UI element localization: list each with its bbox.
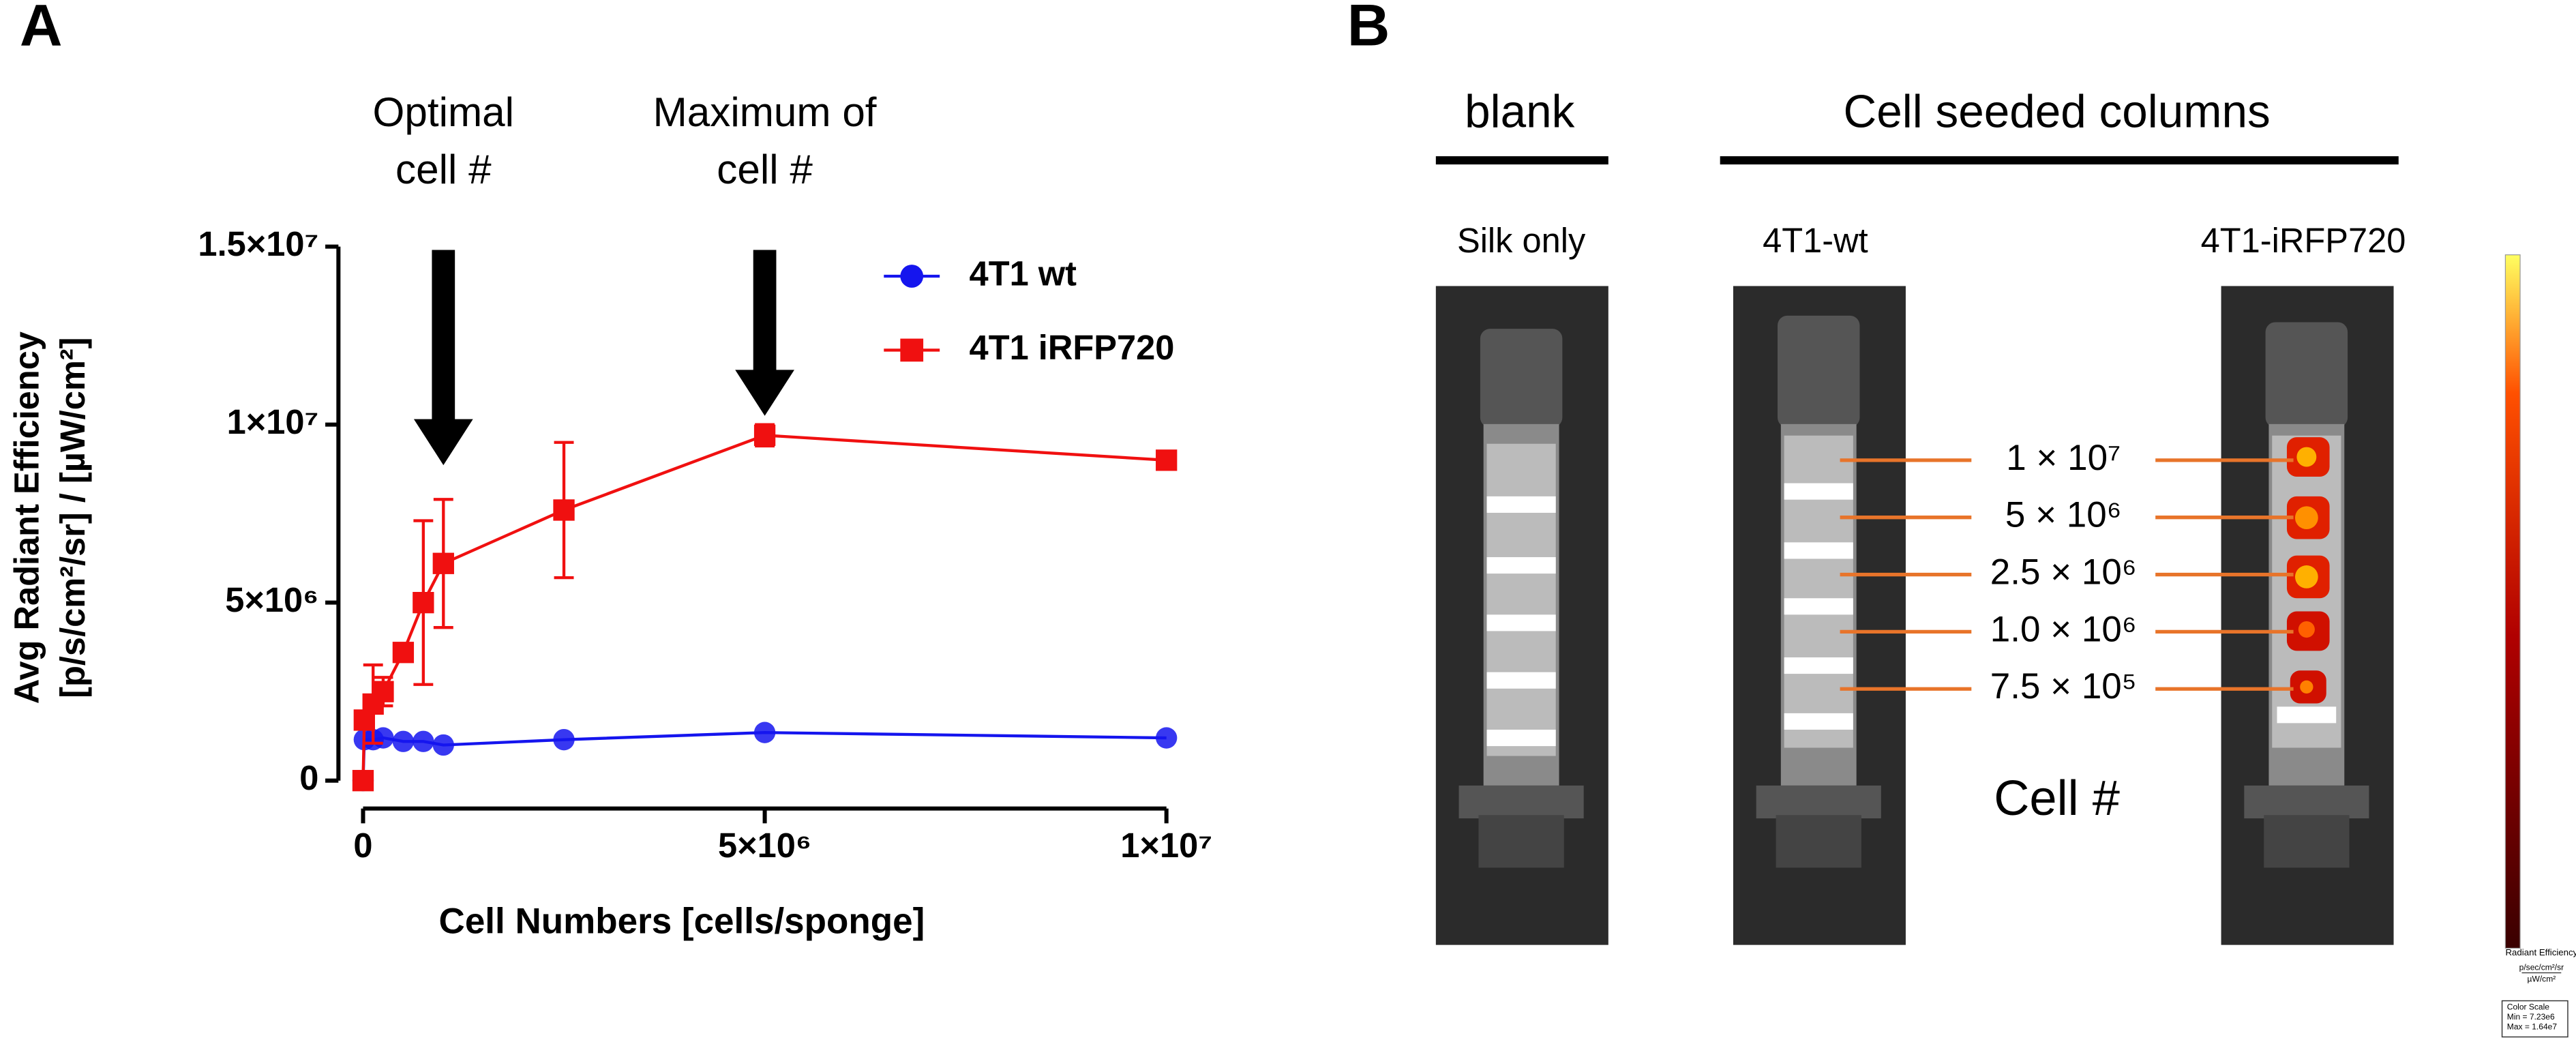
- data-point: [1156, 727, 1178, 749]
- colorbar-units: p/sec/cm²/sr: [2519, 963, 2564, 972]
- data-point: [1156, 449, 1178, 471]
- column-image: [1435, 286, 1608, 945]
- series: [352, 423, 1178, 792]
- annotation: cell #: [717, 146, 813, 192]
- y-tick-label: 5×10⁶: [225, 580, 318, 619]
- y-tick-label: 0: [299, 758, 318, 797]
- data-point: [432, 552, 454, 574]
- panel-label: A: [20, 0, 63, 58]
- x-axis-title: Cell Numbers [cells/sponge]: [439, 901, 925, 941]
- cell-number-label: 1.0 × 10⁶: [1990, 609, 2137, 649]
- footer: Cell #: [1994, 771, 2120, 826]
- data-point: [432, 734, 454, 756]
- header: blank: [1465, 87, 1575, 138]
- y-tick-label: 1.5×10⁷: [198, 224, 318, 263]
- column-label: 4T1-wt: [1763, 221, 1868, 260]
- cell-number-label: 7.5 × 10⁵: [1990, 666, 2137, 706]
- data-point: [392, 642, 415, 664]
- colorbar-units: µW/cm²: [2528, 974, 2556, 983]
- data-point: [372, 727, 394, 749]
- legend-label: 4T1 wt: [970, 254, 1077, 293]
- column-image: [1733, 286, 1906, 945]
- x-tick-label: 0: [353, 826, 372, 865]
- data-point: [553, 728, 575, 751]
- x-tick-label: 5×10⁶: [718, 826, 811, 865]
- panel-label: B: [1347, 0, 1390, 58]
- colorbar-note: Min = 7.23e6: [2507, 1012, 2555, 1022]
- column-label: Silk only: [1457, 221, 1586, 260]
- y-axis-title: [p/s/cm²/sr] / [µW/cm²]: [53, 338, 92, 698]
- header: Cell seeded columns: [1844, 87, 2271, 138]
- data-point: [413, 592, 434, 614]
- legend-marker: [900, 338, 924, 362]
- column-image: [2221, 286, 2394, 945]
- header-rule: [1435, 156, 1608, 165]
- x-tick-label: 1×10⁷: [1120, 826, 1212, 865]
- colorbar-title: Radiant Efficiency: [2505, 947, 2576, 957]
- colorbar: [2504, 254, 2521, 949]
- colorbar-note: Max = 1.64e7: [2507, 1022, 2558, 1031]
- legend-label: 4T1 iRFP720: [970, 328, 1175, 367]
- y-axis-title: Avg Radiant Efficiency: [8, 331, 46, 704]
- data-point: [553, 499, 575, 521]
- cell-number-label: 2.5 × 10⁶: [1990, 552, 2137, 593]
- data-point: [352, 770, 374, 792]
- column-label: 4T1-iRFP720: [2201, 221, 2406, 260]
- data-point: [372, 681, 394, 702]
- annotation-arrow: [413, 250, 473, 466]
- series: [352, 721, 1178, 792]
- legend-marker: [900, 265, 924, 288]
- colorbar-note: Color Scale: [2507, 1002, 2549, 1011]
- annotation: Maximum of: [653, 89, 877, 135]
- cell-number-label: 1 × 10⁷: [2006, 438, 2121, 478]
- annotation-arrow: [735, 250, 794, 416]
- data-point: [413, 730, 434, 752]
- y-tick-label: 1×10⁷: [227, 402, 319, 441]
- header-rule: [1720, 156, 2399, 165]
- data-point: [392, 730, 415, 752]
- annotation: cell #: [395, 146, 492, 192]
- cell-number-label: 5 × 10⁶: [2005, 495, 2122, 535]
- data-point: [753, 424, 776, 446]
- colorbar-box: [2501, 1000, 2568, 1038]
- data-point: [753, 721, 776, 743]
- annotation: Optimal: [373, 89, 514, 135]
